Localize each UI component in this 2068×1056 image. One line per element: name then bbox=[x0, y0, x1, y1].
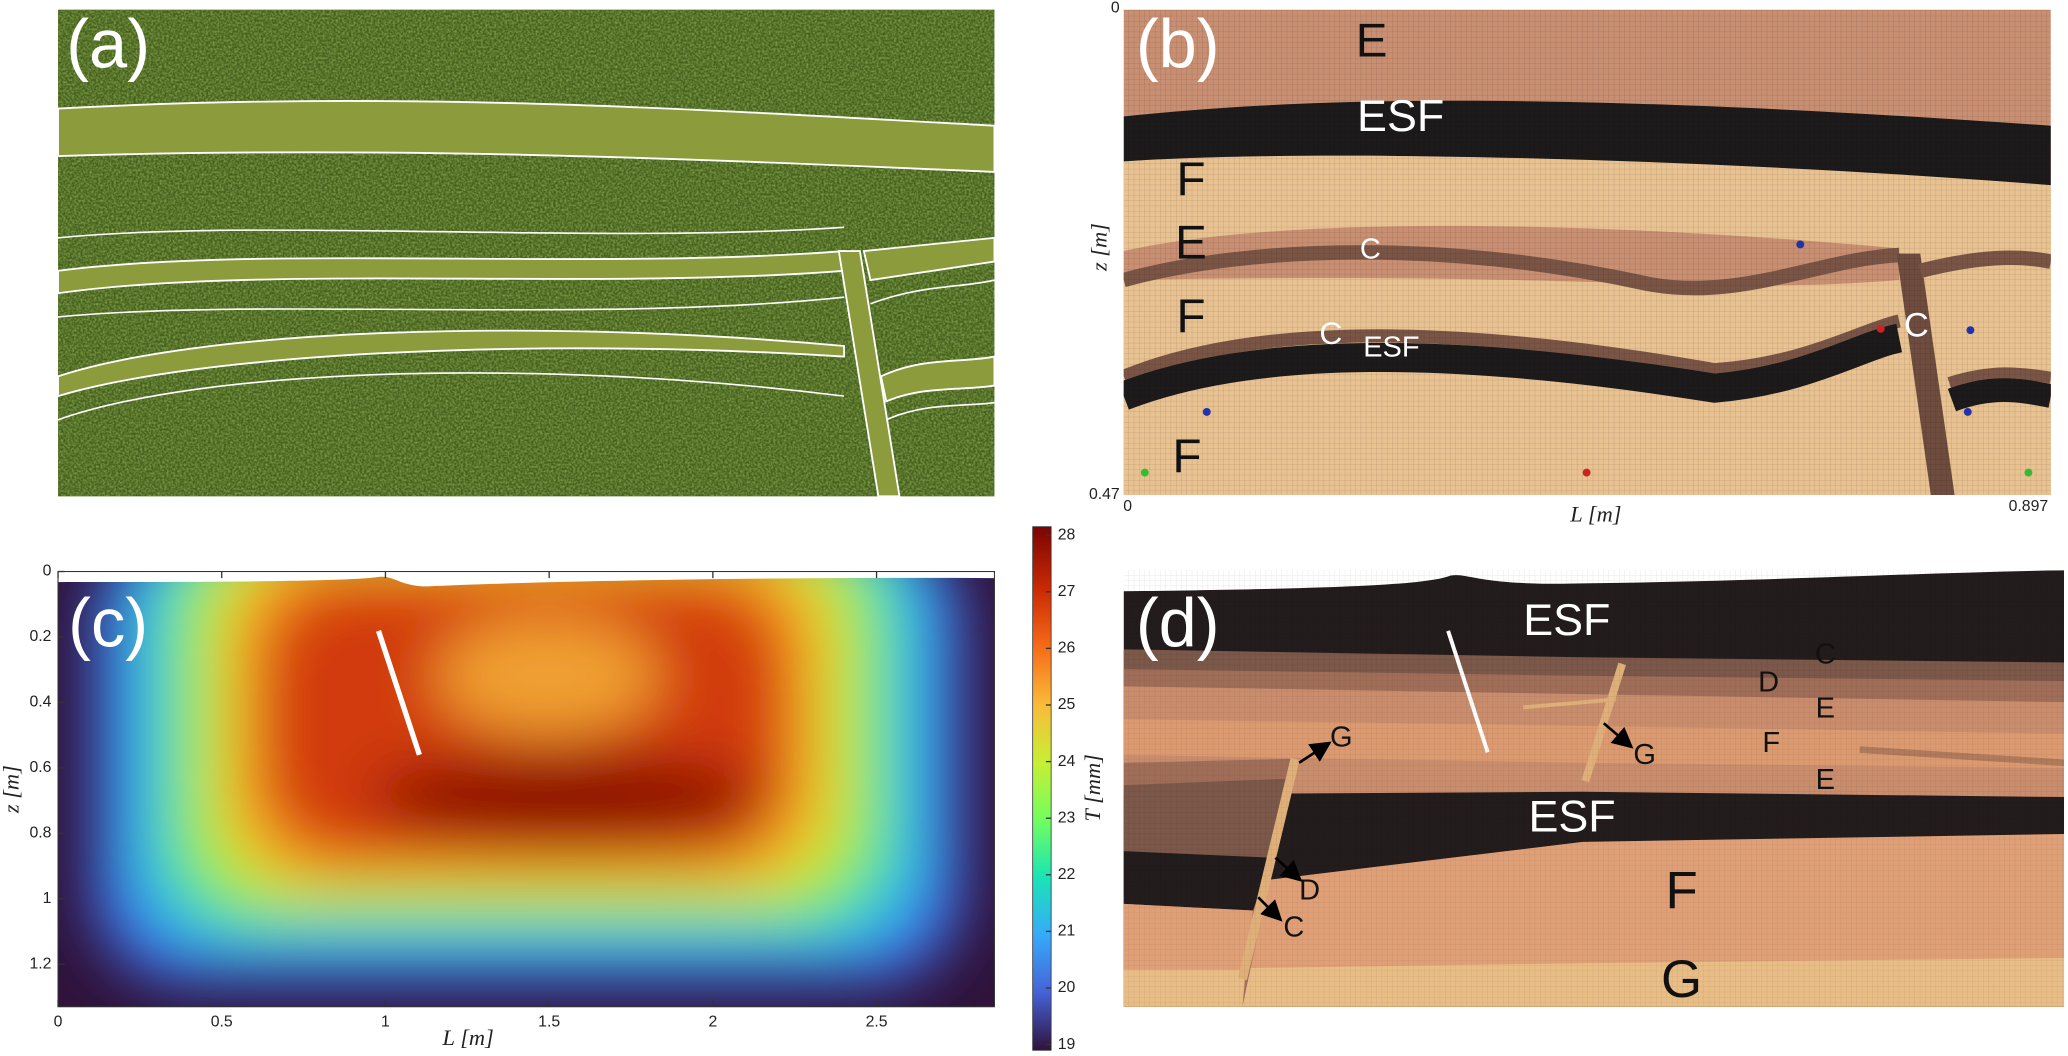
layer-label: E bbox=[1816, 764, 1835, 796]
x-tick-label: 0 bbox=[54, 1014, 63, 1031]
layer-label: C bbox=[1319, 315, 1342, 351]
y-tick-label: 1 bbox=[43, 890, 52, 907]
heatmap bbox=[58, 571, 995, 1007]
panel-c bbox=[57, 526, 1052, 1051]
colorbar-tick-label: 23 bbox=[1058, 809, 1076, 826]
y-axis-label: z [m] bbox=[1086, 223, 1111, 272]
l-tick-label: 0.897 bbox=[2009, 498, 2049, 515]
z-tick-label: 0.47 bbox=[1089, 486, 1120, 503]
layer-label: C bbox=[1360, 234, 1381, 266]
layer-label: F bbox=[1176, 153, 1205, 206]
panel-label: (c) bbox=[68, 584, 148, 661]
markers bbox=[1140, 240, 2033, 477]
layer-label: E bbox=[1175, 216, 1207, 269]
panel-label: (a) bbox=[66, 5, 150, 82]
layer-label: ESF bbox=[1363, 331, 1419, 363]
panel-b bbox=[1123, 9, 2051, 496]
layers bbox=[57, 99, 996, 498]
y-tick-label: 0 bbox=[43, 563, 52, 580]
layer-label: F bbox=[1665, 862, 1697, 921]
z-tick-label: 0 bbox=[1111, 0, 1120, 17]
layer-label: D bbox=[1299, 875, 1320, 907]
colorbar-tick-label: 22 bbox=[1058, 866, 1076, 883]
colorbar-tick-label: 21 bbox=[1058, 923, 1076, 940]
x-tick-label: 1.5 bbox=[538, 1014, 560, 1031]
colorbar bbox=[1032, 526, 1052, 1051]
layer-label: G bbox=[1330, 722, 1353, 754]
x-tick-label: 1 bbox=[381, 1014, 390, 1031]
layer-label: E bbox=[1356, 15, 1388, 68]
y-axis-label: z [m] bbox=[0, 765, 23, 814]
layer-label: G bbox=[1661, 950, 1702, 1009]
colorbar-tick-label: 19 bbox=[1058, 1036, 1076, 1053]
layer-label: D bbox=[1758, 666, 1779, 698]
layer-label: ESF bbox=[1357, 90, 1444, 141]
y-tick-label: 0.4 bbox=[29, 694, 51, 711]
x-tick-label: 2 bbox=[708, 1014, 717, 1031]
panel-label: (b) bbox=[1136, 5, 1220, 82]
layer-label: ESF bbox=[1523, 594, 1610, 645]
colorbar-tick-label: 25 bbox=[1058, 696, 1076, 713]
x-tick-label: 2.5 bbox=[866, 1014, 888, 1031]
panel-d bbox=[1123, 570, 2065, 1007]
y-tick-label: 1.2 bbox=[29, 955, 51, 972]
layer-label: F bbox=[1172, 430, 1201, 483]
layer-label: E bbox=[1816, 693, 1835, 725]
layer-label: C bbox=[1283, 912, 1304, 944]
layer-label: G bbox=[1633, 739, 1656, 771]
colorbar-tick-label: 28 bbox=[1058, 526, 1076, 543]
x-axis-label: L [m] bbox=[442, 1025, 494, 1050]
layer-label: C bbox=[1904, 307, 1929, 345]
layer-label: F bbox=[1176, 290, 1205, 343]
layer-label: C bbox=[1815, 639, 1836, 671]
panel-label: (d) bbox=[1136, 584, 1220, 661]
colorbar-tick-label: 27 bbox=[1058, 583, 1076, 600]
layer-label: F bbox=[1762, 727, 1780, 759]
l-tick-label: 0 bbox=[1123, 498, 1132, 515]
y-tick-label: 0.8 bbox=[29, 824, 51, 841]
contours bbox=[57, 226, 995, 421]
layer-label: ESF bbox=[1529, 790, 1616, 841]
arrows bbox=[1257, 722, 1634, 922]
colorbar-tick-label: 24 bbox=[1058, 753, 1076, 770]
colorbar-tick-label: 20 bbox=[1058, 979, 1076, 996]
colorbar-label: T [mm] bbox=[1080, 754, 1105, 821]
x-axis-label: L [m] bbox=[1569, 501, 1621, 526]
y-tick-label: 0.2 bbox=[29, 628, 51, 645]
y-tick-label: 0.6 bbox=[29, 759, 51, 776]
x-tick-label: 0.5 bbox=[211, 1014, 233, 1031]
panel-a bbox=[57, 9, 996, 498]
colorbar-tick-label: 26 bbox=[1058, 640, 1076, 657]
